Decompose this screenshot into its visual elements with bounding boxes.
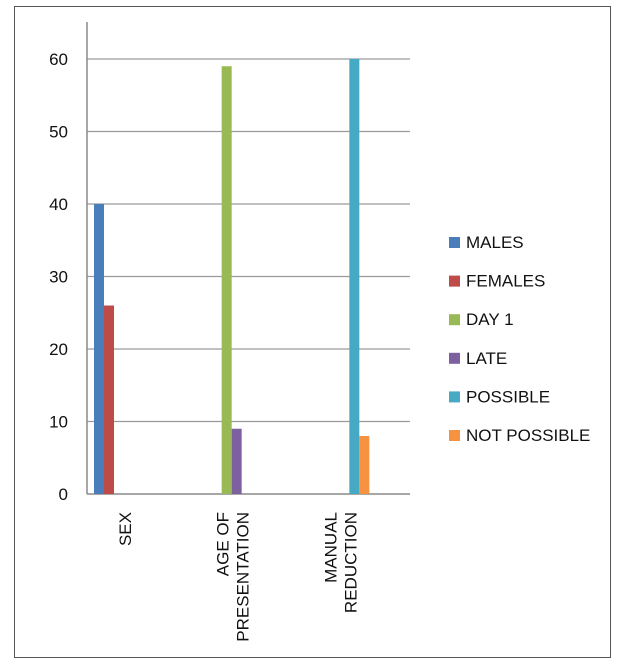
chart-frame — [14, 6, 611, 658]
legend-label: LATE — [466, 349, 507, 368]
x-category-label-line: REDUCTION — [341, 512, 360, 613]
y-tick-label: 50 — [49, 123, 68, 142]
bar-late — [231, 428, 242, 494]
bar-males — [94, 204, 104, 494]
x-category-label-line: PRESENTATION — [234, 512, 253, 642]
legend-label: FEMALES — [466, 272, 545, 291]
y-tick-label: 40 — [49, 195, 68, 214]
legend-label: DAY 1 — [466, 310, 514, 329]
legend-swatch — [449, 430, 460, 441]
x-category-label: SEX — [116, 512, 135, 546]
x-category-label-line: SEX — [116, 512, 135, 546]
y-tick-label: 60 — [49, 50, 68, 69]
bar-possible — [349, 59, 360, 494]
bar-females — [104, 305, 114, 494]
y-tick-label: 10 — [49, 413, 68, 432]
axes — [86, 22, 410, 495]
gridlines — [87, 58, 410, 423]
x-category-label-line: MANUAL — [321, 512, 340, 583]
y-tick-label: 20 — [49, 340, 68, 359]
x-category-label: AGE OF PRESENTATION — [214, 512, 253, 642]
legend-swatch — [449, 275, 460, 287]
legend-label: POSSIBLE — [466, 387, 550, 406]
legend-swatch — [449, 391, 460, 403]
y-tick-labels: 0 10 20 30 40 50 60 — [49, 50, 68, 504]
bars — [94, 59, 370, 494]
bar-not-possible — [359, 436, 370, 494]
bar-day-1 — [221, 66, 232, 494]
legend: MALES FEMALES DAY 1 LATE POSSIBLE NOT POSSIBL… — [449, 233, 590, 445]
legend-label: NOT POSSIBLE — [466, 426, 590, 445]
y-tick-label: 0 — [59, 485, 68, 504]
legend-swatch — [449, 237, 460, 248]
x-category-label-line: AGE OF — [214, 512, 233, 576]
x-category-label: MANUAL REDUCTION — [321, 512, 360, 613]
legend-swatch — [449, 352, 460, 364]
x-category-labels: SEX AGE OF PRESENTATION MANUAL REDUCTION — [116, 512, 360, 642]
legend-swatch — [449, 314, 460, 326]
y-tick-label: 30 — [49, 268, 68, 287]
legend-label: MALES — [466, 233, 524, 252]
